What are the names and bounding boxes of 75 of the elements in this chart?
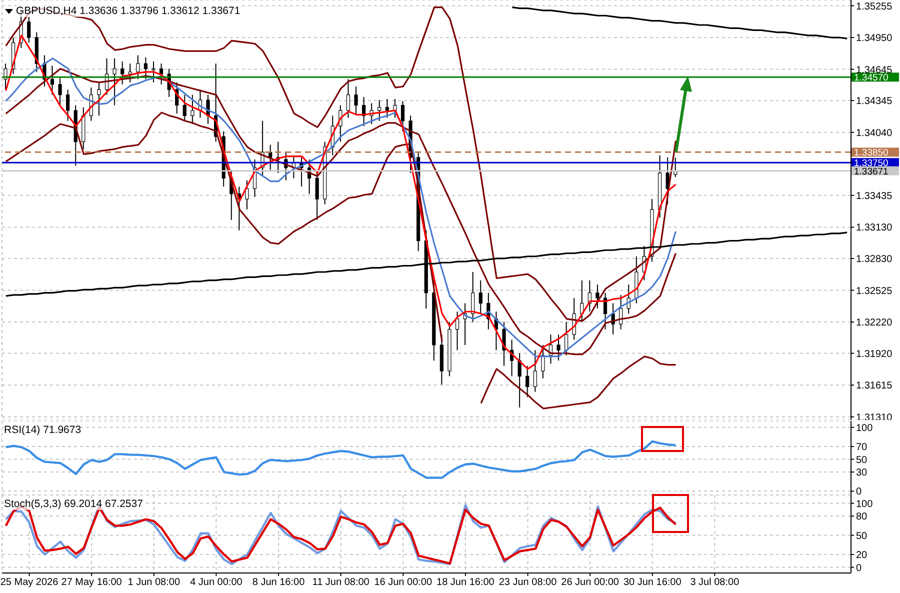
y-tick-label: 1.31615	[856, 380, 893, 392]
y-tick-label: 0	[856, 562, 862, 574]
candlestick	[541, 344, 545, 379]
x-tick-label: 8 Jun 16:00	[252, 577, 306, 588]
candlestick	[152, 60, 156, 83]
candlestick	[120, 60, 124, 85]
y-tick-label: 1.32830	[856, 254, 893, 266]
candlestick	[518, 352, 522, 408]
x-tick-label: 11 Jun 08:00	[312, 577, 370, 588]
y-tick-label: 0	[856, 486, 862, 498]
candlestick	[182, 94, 186, 122]
y-tick-label: 1.34040	[856, 128, 893, 139]
candlestick	[112, 58, 116, 106]
y-tick-label: 50	[856, 454, 868, 466]
y-tick-label: 1.35255	[856, 1, 893, 12]
candlestick	[603, 292, 608, 330]
candlestick	[346, 78, 350, 118]
candlestick	[315, 172, 319, 220]
candlestick	[190, 94, 194, 125]
x-tick-label: 30 Jun 16:00	[623, 577, 682, 588]
y-tick-label: 30	[856, 468, 868, 479]
line-series	[511, 6, 848, 40]
candlestick	[533, 350, 537, 392]
y-tick-label: 100	[856, 498, 874, 510]
candlestick	[128, 63, 132, 83]
x-tick-label: 4 Jun 00:00	[190, 577, 243, 588]
y-tick-label: 20	[856, 550, 868, 562]
y-tick-label: 1.31920	[856, 348, 893, 360]
candlestick	[144, 56, 148, 80]
y-tick-label: 1.34345	[856, 96, 893, 108]
candlestick	[66, 89, 70, 122]
candlestick	[245, 180, 249, 210]
x-tick-label: 23 Jun 08:00	[498, 577, 558, 588]
y-tick-label: 70	[856, 442, 868, 454]
line-series	[4, 440, 677, 479]
y-tick-label: 1.33130	[856, 222, 893, 234]
candlestick	[596, 284, 600, 309]
x-tick-label: 3 Jul 08:00	[690, 577, 740, 588]
x-tick-label: 25 May 2026	[0, 577, 59, 588]
y-tick-label: 50	[856, 530, 868, 542]
candlestick	[385, 98, 389, 118]
y-tick-label: 1.34950	[856, 33, 893, 44]
candlestick	[4, 63, 8, 90]
candlestick	[58, 78, 62, 106]
x-tick-label: 26 Jun 00:00	[561, 577, 620, 588]
candlestick	[526, 365, 530, 398]
candlestick	[378, 100, 382, 122]
y-tick-label: 80	[856, 512, 868, 523]
x-tick-label: 1 Jun 08:00	[128, 577, 180, 588]
candlestick	[393, 98, 397, 118]
y-tick-label: 1.32525	[856, 286, 893, 297]
x-tick-label: 18 Jun 16:00	[436, 577, 495, 588]
text: GBPUSD,H4 1.33636 1.33796 1.33612 1.33671	[16, 5, 240, 17]
candlestick	[97, 82, 101, 116]
candlestick	[159, 63, 164, 85]
candlestick	[502, 322, 506, 366]
ref-line-label: 1.33850	[854, 148, 888, 159]
x-tick-label: 27 May 16:00	[61, 577, 122, 588]
chart-title: Stoch(5,3,3) 69.2014 67.2537	[4, 498, 143, 510]
y-tick-label: 1.33435	[856, 190, 893, 202]
candlestick	[471, 272, 475, 323]
candlestick	[136, 54, 140, 80]
candlestick	[354, 86, 358, 114]
candlestick	[50, 65, 54, 96]
ref-line-label: 1.34570	[854, 72, 888, 84]
x-tick-label: 16 Jun 00:00	[374, 577, 432, 588]
y-tick-label: 1.32220	[856, 318, 893, 329]
candlestick	[27, 16, 31, 44]
chart-title: RSI(14) 71.9673	[4, 424, 82, 436]
y-tick-label: 100	[856, 422, 874, 434]
candlestick	[564, 322, 568, 356]
candlestick	[400, 100, 405, 132]
candlestick	[556, 334, 560, 362]
candlestick	[455, 311, 460, 351]
candlestick	[478, 280, 482, 314]
